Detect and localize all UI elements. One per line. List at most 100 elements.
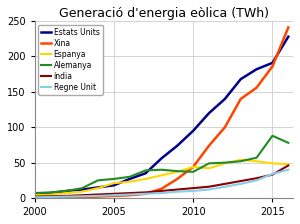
Alemanya xyxy=(160,168,163,171)
Line: Alemanya: Alemanya xyxy=(34,136,288,193)
Xina xyxy=(33,196,36,199)
Estats Units xyxy=(286,35,290,38)
índia xyxy=(80,194,84,196)
Xina xyxy=(49,196,52,199)
Alemanya xyxy=(286,142,290,144)
Regne Unit xyxy=(271,173,274,175)
Xina xyxy=(239,98,242,100)
Regne Unit xyxy=(96,195,100,197)
Alemanya xyxy=(144,169,147,172)
Espanya xyxy=(96,187,100,190)
Espanya xyxy=(255,160,258,163)
Espanya xyxy=(176,170,179,173)
Alemanya xyxy=(271,134,274,137)
índia xyxy=(191,187,195,190)
Regne Unit xyxy=(49,196,52,198)
Estats Units xyxy=(191,129,195,132)
Regne Unit xyxy=(112,194,116,196)
Alemanya xyxy=(223,161,227,164)
Xina xyxy=(160,187,163,190)
Regne Unit xyxy=(160,192,163,194)
Estats Units xyxy=(64,190,68,192)
Alemanya xyxy=(112,178,116,180)
Alemanya xyxy=(128,175,131,178)
Espanya xyxy=(191,166,195,168)
Estats Units xyxy=(239,78,242,80)
Xina xyxy=(286,26,290,29)
Xina xyxy=(255,86,258,89)
índia xyxy=(144,191,147,194)
Regne Unit xyxy=(144,192,147,195)
Xina xyxy=(64,196,68,199)
Xina xyxy=(271,65,274,68)
Espanya xyxy=(239,158,242,161)
Espanya xyxy=(112,182,116,185)
Line: índia: índia xyxy=(34,166,288,197)
Xina xyxy=(112,195,116,197)
Espanya xyxy=(64,192,68,194)
Espanya xyxy=(160,174,163,177)
índia xyxy=(223,183,227,185)
Xina xyxy=(96,195,100,198)
Espanya xyxy=(207,167,211,170)
Estats Units xyxy=(176,144,179,147)
Regne Unit xyxy=(176,190,179,193)
Estats Units xyxy=(271,62,274,64)
Xina xyxy=(223,126,227,129)
índia xyxy=(176,188,179,191)
Regne Unit xyxy=(191,190,195,192)
Regne Unit xyxy=(128,193,131,196)
Alemanya xyxy=(96,179,100,182)
Alemanya xyxy=(64,190,68,192)
Espanya xyxy=(33,194,36,196)
Espanya xyxy=(144,178,147,180)
Line: Estats Units: Estats Units xyxy=(34,37,288,194)
índia xyxy=(255,177,258,180)
Regne Unit xyxy=(207,188,211,191)
índia xyxy=(286,164,290,167)
Alemanya xyxy=(239,160,242,163)
Xina xyxy=(176,178,179,180)
índia xyxy=(207,185,211,188)
índia xyxy=(49,195,52,198)
Estats Units xyxy=(223,98,227,100)
Line: Regne Unit: Regne Unit xyxy=(34,170,288,197)
Regne Unit xyxy=(80,195,84,198)
Xina xyxy=(207,144,211,147)
Alemanya xyxy=(207,162,211,165)
Regne Unit xyxy=(286,168,290,171)
Espanya xyxy=(286,163,290,165)
Alemanya xyxy=(80,187,84,190)
índia xyxy=(160,190,163,192)
Regne Unit xyxy=(239,183,242,185)
Estats Units xyxy=(128,178,131,180)
índia xyxy=(33,195,36,198)
índia xyxy=(239,180,242,182)
índia xyxy=(112,192,116,195)
índia xyxy=(64,195,68,197)
índia xyxy=(96,193,100,196)
Regne Unit xyxy=(64,195,68,198)
Regne Unit xyxy=(255,179,258,182)
Espanya xyxy=(271,162,274,165)
Line: Xina: Xina xyxy=(34,28,288,198)
Estats Units xyxy=(160,157,163,160)
Xina xyxy=(128,194,131,196)
Estats Units xyxy=(112,184,116,187)
Estats Units xyxy=(207,112,211,114)
Estats Units xyxy=(255,68,258,71)
índia xyxy=(271,173,274,176)
Alemanya xyxy=(191,170,195,173)
Estats Units xyxy=(96,186,100,189)
índia xyxy=(128,192,131,194)
Alemanya xyxy=(49,191,52,194)
Alemanya xyxy=(33,192,36,194)
Alemanya xyxy=(176,170,179,172)
Estats Units xyxy=(49,192,52,194)
Title: Generació d'energia eòlica (TWh): Generació d'energia eòlica (TWh) xyxy=(59,7,269,20)
Estats Units xyxy=(144,172,147,174)
Alemanya xyxy=(255,156,258,159)
Estats Units xyxy=(80,188,84,191)
Line: Espanya: Espanya xyxy=(34,160,288,195)
Espanya xyxy=(223,162,227,165)
